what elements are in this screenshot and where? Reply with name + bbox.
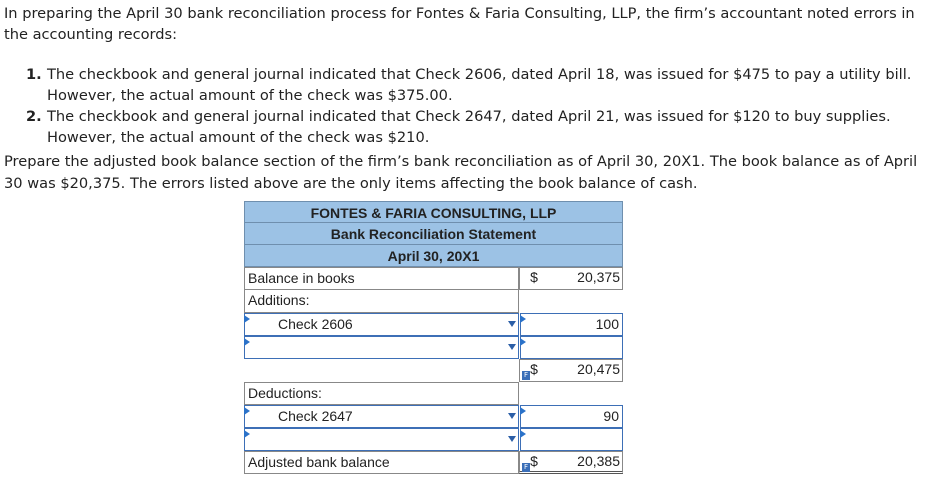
subtotal-row: F $ 20,475: [244, 359, 623, 382]
adjusted-balance-label: Adjusted bank balance: [244, 451, 519, 474]
formula-icon: F: [522, 371, 530, 380]
addition-row-2: [244, 336, 623, 359]
company-name-header: FONTES & FARIA CONSULTING, LLP: [244, 201, 623, 223]
deduction-2-amount-input[interactable]: [520, 428, 623, 451]
chevron-down-icon: [508, 321, 516, 327]
addition-1-dropdown-button[interactable]: [505, 313, 519, 336]
deduction-row-2: [244, 428, 623, 451]
input-marker-icon: [520, 315, 526, 323]
error-item-1: 1. The checkbook and general journal ind…: [26, 64, 936, 106]
deduction-row-1: Check 2647 90: [244, 405, 623, 428]
addition-2-select[interactable]: [244, 336, 519, 359]
deduction-1-amount-input[interactable]: 90: [520, 405, 623, 428]
input-marker-icon: [244, 430, 250, 438]
input-marker-icon: [520, 430, 526, 438]
error-item-text: The checkbook and general journal indica…: [47, 66, 912, 104]
deductions-row: Deductions:: [244, 382, 623, 405]
error-item-text: The checkbook and general journal indica…: [47, 108, 891, 146]
addition-2-amount-input[interactable]: [520, 336, 623, 359]
chevron-down-icon: [508, 413, 516, 419]
subtotal-amount: 20,475: [577, 361, 620, 377]
error-item-2: 2. The checkbook and general journal ind…: [26, 106, 936, 148]
deduction-1-select[interactable]: Check 2647: [244, 405, 519, 428]
reconciliation-table: FONTES & FARIA CONSULTING, LLP Bank Reco…: [244, 201, 623, 474]
input-marker-icon: [520, 338, 526, 346]
input-marker-icon: [244, 407, 250, 415]
error-item-number: 1.: [26, 66, 42, 83]
error-item-number: 2.: [26, 108, 42, 125]
statement-date-header: April 30, 20X1: [244, 245, 623, 267]
adjusted-dollar-sign: $: [530, 453, 538, 469]
deduction-2-dropdown-button[interactable]: [505, 428, 519, 451]
additions-label: Additions:: [244, 290, 519, 313]
additions-row: Additions:: [244, 290, 623, 313]
subtotal-amount-cell: [519, 359, 623, 382]
addition-1-select[interactable]: Check 2606: [244, 313, 519, 336]
balance-dollar-sign: $: [530, 269, 538, 285]
addition-row-1: Check 2606 100: [244, 313, 623, 336]
subtotal-dollar-sign: $: [530, 361, 538, 377]
input-marker-icon: [244, 338, 250, 346]
addition-2-dropdown-button[interactable]: [505, 336, 519, 359]
balance-in-books-row: Balance in books $ 20,375: [244, 267, 623, 290]
intro-paragraph: In preparing the April 30 bank reconcili…: [4, 5, 915, 43]
deductions-label: Deductions:: [244, 382, 519, 405]
error-list: 1. The checkbook and general journal ind…: [26, 64, 936, 148]
addition-1-amount-input[interactable]: 100: [520, 313, 623, 336]
input-marker-icon: [520, 407, 526, 415]
balance-in-books-label: Balance in books: [244, 267, 519, 290]
chevron-down-icon: [508, 344, 516, 350]
balance-amount-cell: [519, 267, 623, 290]
deduction-1-dropdown-button[interactable]: [505, 405, 519, 428]
statement-title-header: Bank Reconciliation Statement: [244, 223, 623, 245]
formula-icon: F: [522, 463, 530, 472]
instructions-paragraph: Prepare the adjusted book balance sectio…: [4, 153, 918, 192]
deduction-2-select[interactable]: [244, 428, 519, 451]
adjusted-amount-cell: [519, 451, 623, 474]
adjusted-balance-row: Adjusted bank balance F $ 20,385: [244, 451, 623, 474]
input-marker-icon: [244, 315, 250, 323]
chevron-down-icon: [508, 436, 516, 442]
balance-amount: 20,375: [577, 269, 620, 285]
adjusted-amount: 20,385: [577, 453, 620, 469]
